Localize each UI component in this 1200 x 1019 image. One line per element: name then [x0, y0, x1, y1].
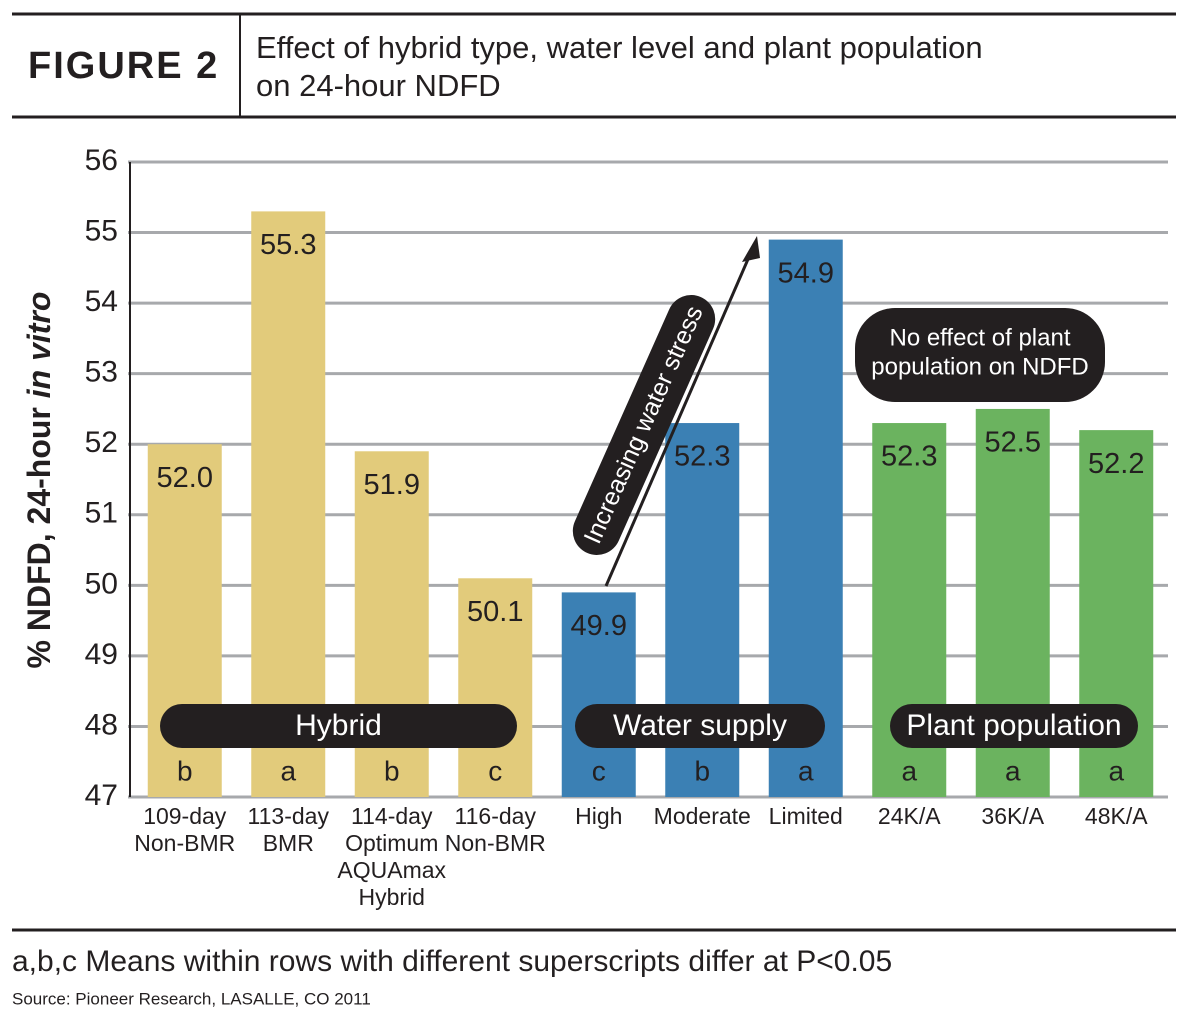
- title: on 24-hour NDFD: [256, 68, 501, 103]
- significance-letter: c: [592, 755, 606, 786]
- significance-letter: c: [488, 755, 502, 786]
- x-tick-label: 113-day: [248, 803, 330, 829]
- x-tick-label: 109-day: [143, 803, 227, 829]
- significance-letter: a: [1005, 755, 1021, 786]
- x-tick-label: 36K/A: [981, 803, 1044, 829]
- value-label: 49.9: [571, 610, 627, 642]
- figure-label: FIGURE 2: [28, 45, 219, 87]
- annotation-text: population on NDFD: [871, 353, 1088, 380]
- value-label: 52.5: [985, 427, 1041, 459]
- y-tick-label: 53: [85, 356, 118, 389]
- value-label: 55.3: [260, 229, 316, 261]
- x-tick-label: Non-BMR: [445, 830, 546, 856]
- value-label: 50.1: [467, 596, 523, 628]
- value-label: 54.9: [778, 257, 834, 289]
- x-tick-label: Limited: [769, 803, 843, 829]
- y-tick-label: 51: [85, 497, 118, 530]
- group-label: Hybrid: [295, 709, 382, 742]
- group-pill: [575, 704, 825, 748]
- significance-letter: a: [901, 755, 917, 786]
- y-tick-label: 47: [85, 779, 118, 812]
- x-tick-label: 116-day: [455, 803, 537, 829]
- value-label: 52.3: [674, 441, 730, 473]
- x-tick-label: Non-BMR: [134, 830, 235, 856]
- y-tick-label: 50: [85, 567, 118, 600]
- x-tick-label: BMR: [263, 830, 314, 856]
- value-label: 51.9: [364, 469, 420, 501]
- title: Effect of hybrid type, water level and p…: [256, 30, 983, 65]
- value-label: 52.2: [1088, 448, 1144, 480]
- x-tick-label: Hybrid: [359, 884, 425, 910]
- annotation-text: No effect of plant: [889, 324, 1070, 351]
- significance-letter: b: [694, 755, 710, 786]
- footnote: a,b,c Means within rows with different s…: [12, 945, 892, 978]
- x-tick-label: Moderate: [654, 803, 751, 829]
- y-tick-label: 54: [85, 285, 118, 318]
- y-label-text: % NDFD, 24-hour: [21, 407, 57, 668]
- bar: [458, 578, 533, 797]
- x-tick-label: 24K/A: [878, 803, 941, 829]
- x-tick-label: 48K/A: [1085, 803, 1148, 829]
- value-label: 52.0: [157, 462, 213, 494]
- group-pill: [160, 704, 517, 748]
- y-tick-label: 55: [85, 214, 118, 247]
- significance-letter: b: [384, 755, 400, 786]
- annotation-pill: [572, 295, 716, 555]
- group-pill: [890, 704, 1138, 748]
- arrow: [604, 249, 754, 587]
- y-tick-label: 52: [85, 426, 118, 459]
- arrowhead: [742, 236, 760, 262]
- x-tick-label: High: [575, 803, 622, 829]
- x-tick-label: Optimum: [345, 830, 438, 856]
- significance-letter: b: [177, 755, 193, 786]
- y-tick-label: 56: [85, 144, 118, 177]
- value-label: 52.3: [881, 441, 937, 473]
- bar: [561, 592, 636, 797]
- y-tick-label: 48: [85, 708, 118, 741]
- y-label-italic: in vitro: [21, 292, 57, 399]
- y-axis-label: % NDFD, 24-hour in vitro: [21, 292, 57, 669]
- bar: [251, 211, 326, 797]
- x-tick-label: AQUAmax: [337, 857, 446, 883]
- group-label: Plant population: [906, 709, 1121, 742]
- source: Source: Pioneer Research, LASALLE, CO 20…: [12, 989, 371, 1008]
- y-tick-label: 49: [85, 638, 118, 671]
- group-label: Water supply: [613, 709, 787, 742]
- significance-letter: a: [798, 755, 814, 786]
- annotation-pill: [855, 308, 1105, 402]
- significance-letter: a: [1108, 755, 1124, 786]
- significance-letter: a: [280, 755, 296, 786]
- x-tick-label: 114-day: [351, 803, 433, 829]
